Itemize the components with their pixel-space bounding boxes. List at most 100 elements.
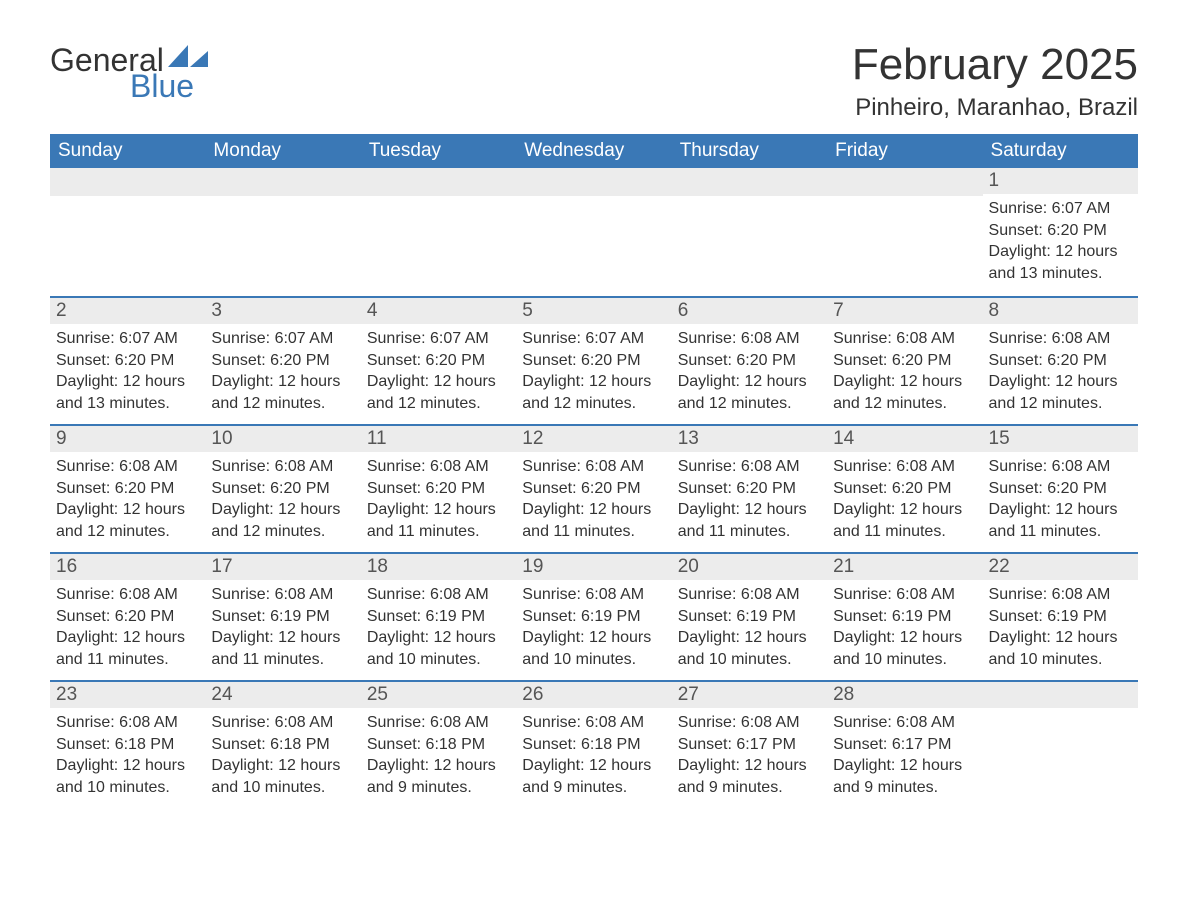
day-number: 9: [50, 424, 205, 452]
day-body: Sunrise: 6:08 AMSunset: 6:20 PMDaylight:…: [361, 452, 516, 546]
day-body: Sunrise: 6:08 AMSunset: 6:19 PMDaylight:…: [361, 580, 516, 674]
day-body: Sunrise: 6:08 AMSunset: 6:18 PMDaylight:…: [50, 708, 205, 802]
day-number: 28: [827, 680, 982, 708]
day-body: Sunrise: 6:08 AMSunset: 6:18 PMDaylight:…: [516, 708, 671, 802]
calendar-empty-cell: [983, 680, 1138, 808]
empty-daynum-bar: [205, 168, 360, 196]
daylight-line: Daylight: 12 hours and 12 minutes.: [367, 371, 510, 414]
sunset-line: Sunset: 6:17 PM: [678, 734, 821, 756]
daylight-line: Daylight: 12 hours and 11 minutes.: [56, 627, 199, 670]
sunset-line: Sunset: 6:17 PM: [833, 734, 976, 756]
sunrise-line: Sunrise: 6:07 AM: [367, 328, 510, 350]
day-number: 19: [516, 552, 671, 580]
day-body: Sunrise: 6:07 AMSunset: 6:20 PMDaylight:…: [983, 194, 1138, 288]
sunrise-line: Sunrise: 6:08 AM: [833, 328, 976, 350]
calendar-day-cell: 1Sunrise: 6:07 AMSunset: 6:20 PMDaylight…: [983, 168, 1138, 296]
day-number: 22: [983, 552, 1138, 580]
daylight-line: Daylight: 12 hours and 11 minutes.: [522, 499, 665, 542]
location: Pinheiro, Maranhao, Brazil: [852, 94, 1138, 122]
day-number: 21: [827, 552, 982, 580]
day-number: 17: [205, 552, 360, 580]
sunrise-line: Sunrise: 6:08 AM: [56, 456, 199, 478]
sunset-line: Sunset: 6:20 PM: [211, 478, 354, 500]
calendar-day-cell: 13Sunrise: 6:08 AMSunset: 6:20 PMDayligh…: [672, 424, 827, 552]
empty-daynum-bar: [516, 168, 671, 196]
day-body: Sunrise: 6:08 AMSunset: 6:20 PMDaylight:…: [50, 452, 205, 546]
daylight-line: Daylight: 12 hours and 9 minutes.: [522, 755, 665, 798]
day-number: 7: [827, 296, 982, 324]
daylight-line: Daylight: 12 hours and 10 minutes.: [678, 627, 821, 670]
daylight-line: Daylight: 12 hours and 10 minutes.: [833, 627, 976, 670]
day-number: 26: [516, 680, 671, 708]
sunset-line: Sunset: 6:19 PM: [367, 606, 510, 628]
daylight-line: Daylight: 12 hours and 10 minutes.: [211, 755, 354, 798]
day-number: 13: [672, 424, 827, 452]
daylight-line: Daylight: 12 hours and 10 minutes.: [522, 627, 665, 670]
day-body: Sunrise: 6:08 AMSunset: 6:20 PMDaylight:…: [672, 324, 827, 418]
daylight-line: Daylight: 12 hours and 10 minutes.: [989, 627, 1132, 670]
day-body: Sunrise: 6:08 AMSunset: 6:20 PMDaylight:…: [827, 324, 982, 418]
calendar-day-cell: 25Sunrise: 6:08 AMSunset: 6:18 PMDayligh…: [361, 680, 516, 808]
day-number: 10: [205, 424, 360, 452]
day-number: 23: [50, 680, 205, 708]
day-body: Sunrise: 6:08 AMSunset: 6:19 PMDaylight:…: [516, 580, 671, 674]
sunrise-line: Sunrise: 6:07 AM: [56, 328, 199, 350]
day-number: 18: [361, 552, 516, 580]
daylight-line: Daylight: 12 hours and 11 minutes.: [989, 499, 1132, 542]
sunrise-line: Sunrise: 6:08 AM: [522, 584, 665, 606]
calendar-empty-cell: [361, 168, 516, 296]
sunrise-line: Sunrise: 6:08 AM: [989, 584, 1132, 606]
sunrise-line: Sunrise: 6:07 AM: [211, 328, 354, 350]
calendar-day-cell: 16Sunrise: 6:08 AMSunset: 6:20 PMDayligh…: [50, 552, 205, 680]
day-body: Sunrise: 6:08 AMSunset: 6:19 PMDaylight:…: [672, 580, 827, 674]
calendar-day-cell: 11Sunrise: 6:08 AMSunset: 6:20 PMDayligh…: [361, 424, 516, 552]
calendar-day-cell: 7Sunrise: 6:08 AMSunset: 6:20 PMDaylight…: [827, 296, 982, 424]
sunrise-line: Sunrise: 6:08 AM: [367, 584, 510, 606]
day-body: Sunrise: 6:07 AMSunset: 6:20 PMDaylight:…: [50, 324, 205, 418]
sunrise-line: Sunrise: 6:08 AM: [678, 456, 821, 478]
sunset-line: Sunset: 6:19 PM: [522, 606, 665, 628]
sunrise-line: Sunrise: 6:08 AM: [833, 712, 976, 734]
sunrise-line: Sunrise: 6:08 AM: [367, 456, 510, 478]
day-number: 5: [516, 296, 671, 324]
calendar-week-row: 9Sunrise: 6:08 AMSunset: 6:20 PMDaylight…: [50, 424, 1138, 552]
day-number: 3: [205, 296, 360, 324]
weekday-header: Wednesday: [516, 134, 671, 168]
sunset-line: Sunset: 6:19 PM: [211, 606, 354, 628]
sunset-line: Sunset: 6:19 PM: [989, 606, 1132, 628]
day-body: Sunrise: 6:08 AMSunset: 6:19 PMDaylight:…: [983, 580, 1138, 674]
sunrise-line: Sunrise: 6:08 AM: [211, 456, 354, 478]
daylight-line: Daylight: 12 hours and 12 minutes.: [522, 371, 665, 414]
daylight-line: Daylight: 12 hours and 11 minutes.: [678, 499, 821, 542]
daylight-line: Daylight: 12 hours and 12 minutes.: [56, 499, 199, 542]
sunset-line: Sunset: 6:20 PM: [833, 478, 976, 500]
calendar-day-cell: 21Sunrise: 6:08 AMSunset: 6:19 PMDayligh…: [827, 552, 982, 680]
sunset-line: Sunset: 6:20 PM: [833, 350, 976, 372]
sunset-line: Sunset: 6:18 PM: [522, 734, 665, 756]
calendar-day-cell: 15Sunrise: 6:08 AMSunset: 6:20 PMDayligh…: [983, 424, 1138, 552]
day-number: 2: [50, 296, 205, 324]
sunset-line: Sunset: 6:20 PM: [367, 478, 510, 500]
empty-daynum-bar: [361, 168, 516, 196]
day-body: Sunrise: 6:08 AMSunset: 6:20 PMDaylight:…: [50, 580, 205, 674]
day-number: 27: [672, 680, 827, 708]
day-body: Sunrise: 6:08 AMSunset: 6:19 PMDaylight:…: [827, 580, 982, 674]
daylight-line: Daylight: 12 hours and 10 minutes.: [367, 627, 510, 670]
sunset-line: Sunset: 6:20 PM: [678, 350, 821, 372]
sunrise-line: Sunrise: 6:08 AM: [989, 328, 1132, 350]
day-number: 20: [672, 552, 827, 580]
page-header: General Blue February 2025 Pinheiro, Mar…: [50, 40, 1138, 122]
sunset-line: Sunset: 6:19 PM: [833, 606, 976, 628]
calendar-day-cell: 26Sunrise: 6:08 AMSunset: 6:18 PMDayligh…: [516, 680, 671, 808]
calendar-week-row: 23Sunrise: 6:08 AMSunset: 6:18 PMDayligh…: [50, 680, 1138, 808]
sunset-line: Sunset: 6:18 PM: [211, 734, 354, 756]
daylight-line: Daylight: 12 hours and 12 minutes.: [678, 371, 821, 414]
sunset-line: Sunset: 6:20 PM: [211, 350, 354, 372]
day-number: 16: [50, 552, 205, 580]
calendar-empty-cell: [205, 168, 360, 296]
day-number: 8: [983, 296, 1138, 324]
day-body: Sunrise: 6:08 AMSunset: 6:17 PMDaylight:…: [672, 708, 827, 802]
sunrise-line: Sunrise: 6:07 AM: [989, 198, 1132, 220]
daylight-line: Daylight: 12 hours and 12 minutes.: [211, 371, 354, 414]
calendar-day-cell: 17Sunrise: 6:08 AMSunset: 6:19 PMDayligh…: [205, 552, 360, 680]
